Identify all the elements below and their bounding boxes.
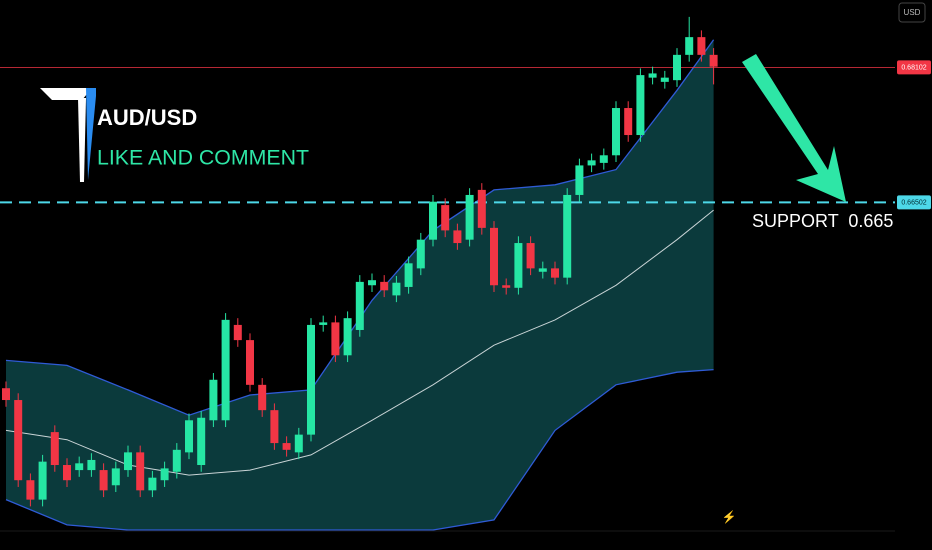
candle-body bbox=[490, 227, 498, 286]
candle-body bbox=[99, 470, 108, 491]
candle-body bbox=[246, 340, 254, 385]
lower-band bbox=[5, 368, 714, 531]
support-annotation: SUPPORT 0.665 bbox=[752, 211, 893, 231]
candle-body bbox=[392, 282, 401, 296]
candle-body bbox=[514, 243, 523, 288]
candle-body bbox=[685, 37, 694, 55]
candle-body bbox=[563, 194, 572, 278]
candle-body bbox=[526, 243, 535, 269]
candle-body bbox=[50, 432, 59, 466]
candle-body bbox=[599, 155, 608, 163]
candle-body bbox=[453, 230, 462, 244]
currency-label: USD bbox=[904, 8, 921, 17]
candle-body bbox=[612, 108, 620, 156]
candle-body bbox=[124, 452, 132, 471]
candle-body bbox=[368, 280, 376, 286]
candle-body bbox=[697, 37, 706, 55]
candle-body bbox=[38, 461, 47, 500]
candle-body bbox=[209, 379, 218, 421]
logo bbox=[40, 88, 96, 182]
candle-body bbox=[63, 465, 71, 481]
arrow bbox=[742, 54, 846, 202]
price-label: 0.68102 bbox=[901, 65, 926, 72]
candle-body bbox=[416, 239, 425, 269]
candle-body bbox=[197, 417, 206, 466]
candle-body bbox=[343, 318, 352, 356]
candle-body bbox=[355, 281, 364, 330]
candle-body bbox=[233, 324, 242, 341]
candle-body bbox=[307, 324, 315, 435]
candle-body bbox=[660, 77, 669, 82]
candle-body bbox=[648, 73, 657, 78]
candle-body bbox=[380, 281, 389, 291]
candle-body bbox=[538, 268, 547, 272]
price-label-box bbox=[897, 60, 931, 75]
candle-body bbox=[404, 263, 413, 287]
candle-body bbox=[221, 319, 230, 421]
candle-body bbox=[185, 420, 193, 453]
candle-body bbox=[709, 54, 718, 67]
event-icon: ⚡ bbox=[722, 510, 737, 524]
candle-body bbox=[172, 449, 181, 472]
candle-body bbox=[465, 194, 474, 240]
candle-body bbox=[2, 388, 10, 401]
subtitle: LIKE AND COMMENT bbox=[97, 147, 309, 170]
candle-body bbox=[148, 477, 157, 491]
candle-body bbox=[26, 480, 35, 500]
title: AUD/USD bbox=[97, 105, 197, 130]
upper-band bbox=[5, 39, 715, 416]
plot-area bbox=[0, 16, 895, 531]
candle-body bbox=[111, 468, 120, 486]
candle-body bbox=[75, 463, 84, 471]
candle-body bbox=[477, 189, 486, 228]
candle-body bbox=[258, 384, 267, 411]
candle-body bbox=[14, 400, 23, 481]
price-label: 0.66502 bbox=[901, 200, 926, 207]
candle-body bbox=[673, 54, 681, 81]
logo-bar bbox=[40, 88, 92, 100]
candle-body bbox=[551, 268, 559, 278]
currency-box bbox=[898, 2, 926, 23]
price-axis bbox=[895, 0, 932, 550]
candle-body bbox=[319, 322, 328, 325]
price-label-box bbox=[897, 195, 931, 210]
candle-body bbox=[429, 201, 437, 240]
candle-body bbox=[270, 410, 279, 444]
candle-body bbox=[587, 160, 596, 166]
candle-body bbox=[282, 443, 291, 450]
candle-body bbox=[331, 322, 340, 356]
candle-body bbox=[624, 108, 633, 136]
candle-body bbox=[502, 285, 511, 288]
band-fill bbox=[6, 39, 714, 530]
candle-body bbox=[87, 459, 96, 471]
candle-body bbox=[294, 434, 303, 453]
candle-body bbox=[636, 75, 645, 136]
logo-stem bbox=[78, 98, 86, 182]
candle-body bbox=[575, 165, 584, 195]
candle-body bbox=[160, 468, 169, 481]
logo-accent bbox=[86, 88, 96, 180]
candle-body bbox=[136, 452, 145, 491]
candle-body bbox=[441, 205, 450, 231]
